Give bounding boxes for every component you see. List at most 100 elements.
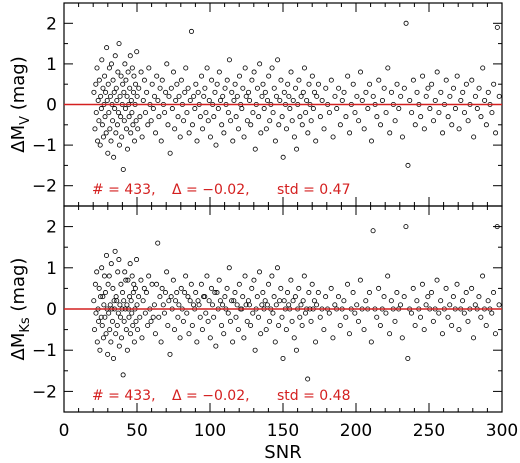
- data-point: [207, 335, 213, 341]
- data-point: [297, 314, 303, 320]
- data-point: [106, 65, 112, 71]
- data-point: [173, 298, 179, 304]
- data-point: [310, 106, 316, 112]
- data-point: [345, 73, 351, 79]
- x-tick-label: 50: [126, 421, 148, 441]
- data-point: [175, 314, 181, 320]
- data-point: [293, 347, 299, 353]
- data-point: [425, 85, 431, 91]
- data-point: [354, 302, 360, 308]
- data-point: [387, 130, 393, 136]
- y-tick-label: 1: [46, 259, 57, 279]
- data-point: [458, 97, 464, 103]
- data-point: [420, 73, 426, 79]
- data-point: [118, 314, 124, 320]
- data-point: [165, 322, 171, 328]
- data-point: [304, 97, 310, 103]
- data-point: [346, 331, 352, 337]
- data-point: [214, 81, 220, 87]
- data-point: [123, 77, 129, 83]
- data-point: [204, 273, 210, 279]
- data-point: [134, 302, 140, 308]
- data-point: [388, 89, 394, 95]
- data-point: [394, 81, 400, 87]
- data-point: [133, 81, 139, 87]
- data-point: [169, 106, 175, 112]
- data-point: [449, 322, 455, 328]
- data-point: [227, 318, 233, 324]
- data-point: [188, 28, 194, 34]
- data-point: [184, 310, 190, 316]
- data-point: [168, 85, 174, 91]
- data-point: [132, 138, 138, 144]
- data-point: [99, 322, 105, 328]
- data-point: [104, 45, 110, 51]
- data-point: [181, 118, 187, 124]
- data-point: [251, 69, 257, 75]
- data-point: [113, 294, 119, 300]
- data-point: [376, 77, 382, 83]
- data-point: [129, 65, 135, 71]
- data-point: [113, 85, 119, 91]
- data-point: [220, 93, 226, 99]
- data-point: [100, 335, 106, 341]
- data-point: [139, 335, 145, 341]
- data-point: [120, 81, 126, 87]
- data-point: [125, 146, 131, 152]
- data-point: [403, 224, 409, 230]
- data-point: [370, 228, 376, 234]
- data-point: [243, 302, 249, 308]
- data-point: [341, 298, 347, 304]
- data-point: [172, 327, 178, 333]
- data-point: [284, 126, 290, 132]
- data-point: [107, 327, 113, 333]
- data-point: [126, 114, 132, 120]
- data-point: [116, 257, 122, 263]
- data-point: [123, 126, 129, 132]
- data-point: [250, 110, 256, 116]
- data-point: [434, 277, 440, 283]
- stats-std: std = 0.48: [277, 388, 350, 404]
- data-point: [130, 89, 136, 95]
- data-point: [100, 85, 106, 91]
- data-point: [289, 318, 295, 324]
- data-point: [355, 318, 361, 324]
- data-point: [206, 298, 212, 304]
- data-point: [421, 327, 427, 333]
- data-point: [128, 298, 134, 304]
- data-point: [117, 93, 123, 99]
- data-point: [150, 106, 156, 112]
- data-point: [403, 20, 409, 26]
- data-point: [186, 130, 192, 136]
- data-point: [151, 302, 157, 308]
- data-point: [134, 49, 140, 55]
- data-point: [132, 285, 138, 291]
- data-point: [133, 318, 139, 324]
- data-point: [219, 322, 225, 328]
- data-point: [98, 106, 104, 112]
- data-point: [474, 106, 480, 112]
- data-point: [418, 314, 424, 320]
- data-point: [336, 85, 342, 91]
- data-point: [254, 294, 260, 300]
- data-point: [213, 343, 219, 349]
- data-point: [429, 81, 435, 87]
- data-point: [240, 294, 246, 300]
- data-point: [366, 290, 372, 296]
- data-point: [385, 273, 391, 279]
- data-point: [469, 285, 475, 291]
- data-point: [105, 81, 111, 87]
- data-point: [95, 138, 101, 144]
- data-point: [405, 355, 411, 361]
- data-point: [439, 331, 445, 337]
- data-point: [186, 331, 192, 337]
- data-point: [476, 294, 482, 300]
- data-point: [285, 290, 291, 296]
- data-point: [234, 93, 240, 99]
- data-point: [292, 294, 298, 300]
- data-point: [100, 294, 106, 300]
- data-point: [345, 281, 351, 287]
- data-point: [187, 298, 193, 304]
- data-point: [306, 290, 312, 296]
